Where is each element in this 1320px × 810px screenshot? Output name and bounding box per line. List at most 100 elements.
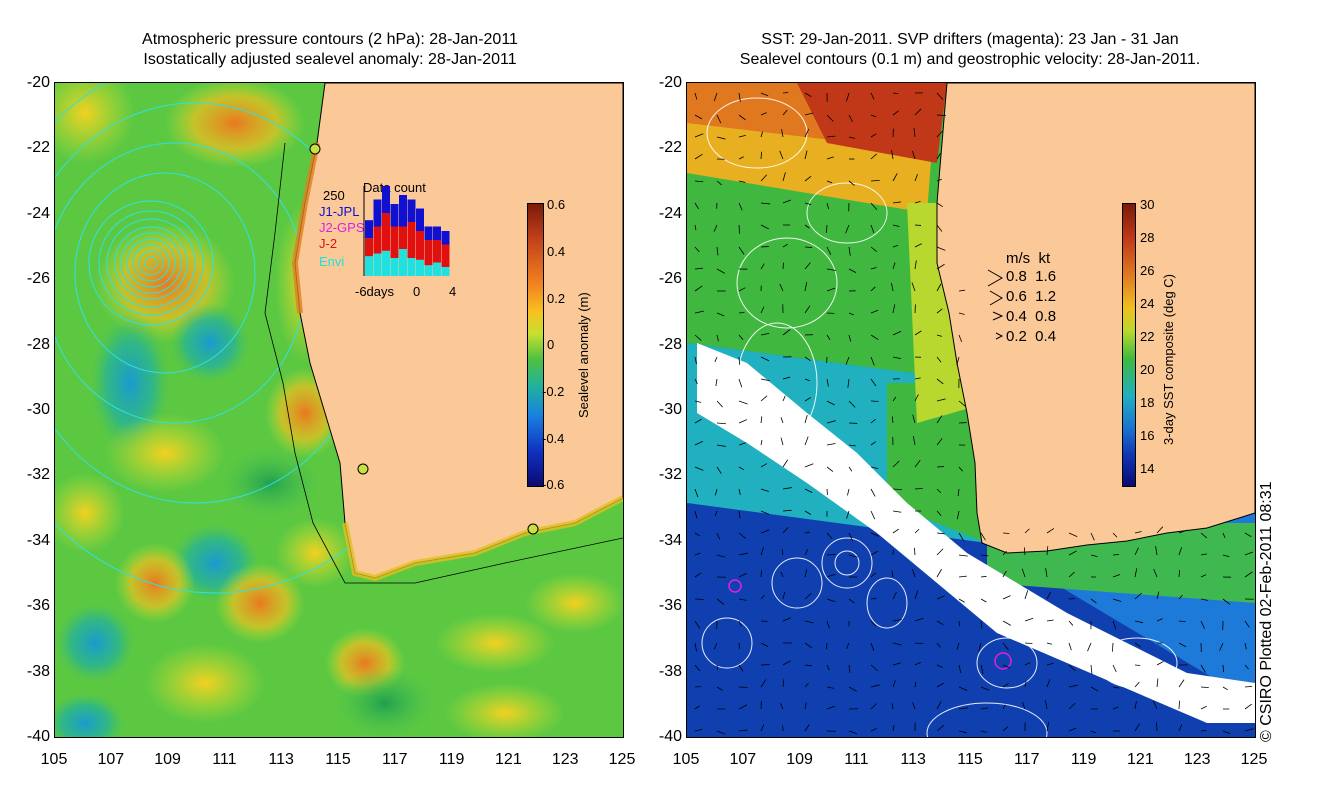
right-x-tick-8: 121 bbox=[1127, 751, 1154, 768]
data-count-bar-9-envi bbox=[441, 267, 450, 276]
data-count-bar-7-j2 bbox=[424, 240, 433, 266]
data-count-inset: Data count 250 J1-JPL J2-GPS J-2 Envi -6… bbox=[315, 180, 460, 300]
data-count-title: Data count bbox=[363, 180, 426, 195]
right-title-line1: SST: 29-Jan-2011. SVP drifters (magenta)… bbox=[761, 31, 1179, 48]
right-map-svg bbox=[687, 83, 1255, 737]
data-count-bar-1-j1 bbox=[373, 199, 382, 227]
right-y-tick-0: -20 bbox=[658, 74, 682, 91]
right-x-tick-3: 111 bbox=[844, 751, 869, 768]
data-count-bar-4-envi bbox=[399, 249, 407, 276]
left-y-tick-6: -32 bbox=[26, 466, 50, 484]
cloud-mask bbox=[697, 343, 1255, 723]
right-cb-tick-0: 30 bbox=[1140, 197, 1155, 212]
data-count-bar-7-j1 bbox=[424, 226, 433, 240]
left-x-tick-4: 113 bbox=[268, 751, 294, 768]
right-x-tick-0: 105 bbox=[672, 751, 700, 768]
right-x-tick-10: 125 bbox=[1240, 751, 1268, 768]
right-cb-tick-7: 16 bbox=[1140, 428, 1155, 443]
left-x-tick-8: 121 bbox=[495, 751, 522, 768]
left-x-tick-3: 111 bbox=[212, 751, 237, 768]
data-count-bar-6-j2 bbox=[416, 231, 424, 260]
tide-gauges bbox=[309, 143, 539, 535]
data-count-bar-9-j2 bbox=[441, 244, 450, 267]
left-y-tick-0: -20 bbox=[26, 74, 50, 91]
right-land bbox=[936, 83, 1255, 554]
data-count-bar-8-j1 bbox=[433, 226, 441, 240]
data-count-bar-2-envi bbox=[382, 250, 390, 276]
left-y-tick-9: -38 bbox=[26, 662, 50, 680]
left-colorbar bbox=[527, 203, 544, 487]
data-count-bar-6-envi bbox=[416, 259, 424, 276]
right-y-tick-5: -30 bbox=[658, 401, 682, 418]
data-count-bar-0-envi bbox=[365, 256, 373, 276]
left-y-tick-5: -30 bbox=[26, 401, 50, 418]
right-y-tick-8: -36 bbox=[658, 597, 682, 615]
right-colorbar bbox=[1122, 203, 1136, 487]
data-count-bar-5-j2 bbox=[407, 222, 416, 258]
right-x-tick-9: 123 bbox=[1183, 751, 1211, 768]
right-x-tick-7: 119 bbox=[1070, 751, 1097, 768]
credit-text: © CSIRO Plotted 02-Feb-2011 08:31 bbox=[1258, 481, 1275, 742]
drifter-tracks bbox=[728, 579, 1012, 670]
data-count-max: 250 bbox=[323, 188, 345, 203]
data-count-bar-3-j2 bbox=[390, 226, 399, 258]
data-count-bar-5-envi bbox=[407, 258, 416, 276]
legend-envi: Envi bbox=[319, 254, 345, 269]
right-cb-tick-2: 26 bbox=[1140, 263, 1155, 278]
data-count-x-label-1: 0 bbox=[413, 284, 421, 299]
right-y-tick-7: -34 bbox=[658, 531, 682, 549]
left-cb-tick-1: 0.4 bbox=[547, 244, 566, 259]
velocity-legend-arrows bbox=[987, 269, 1004, 340]
left-x-tick-7: 119 bbox=[438, 751, 465, 768]
left-cb-tick-2: 0.2 bbox=[547, 291, 566, 306]
data-count-bar-4-j2 bbox=[399, 226, 407, 249]
right-y-tick-6: -32 bbox=[658, 466, 682, 484]
left-title-line2: Isostatically adjusted sealevel anomaly:… bbox=[143, 51, 517, 68]
data-count-bar-5-j1 bbox=[407, 199, 416, 222]
right-y-tick-3: -26 bbox=[658, 270, 682, 288]
right-map bbox=[686, 82, 1256, 738]
left-land bbox=[294, 83, 623, 579]
data-count-bar-9-j1 bbox=[441, 231, 450, 245]
right-cb-label: 3-day SST composite (deg C) bbox=[1161, 274, 1176, 445]
left-y-tick-1: -22 bbox=[26, 139, 50, 157]
left-title-line1: Atmospheric pressure contours (2 hPa): 2… bbox=[142, 31, 518, 48]
data-count-bar-0-j1 bbox=[365, 220, 373, 239]
left-y-tick-8: -36 bbox=[26, 597, 50, 615]
left-cb-tick-0: 0.6 bbox=[547, 197, 566, 212]
left-x-tick-5: 115 bbox=[325, 751, 351, 768]
left-y-tick-3: -26 bbox=[26, 270, 50, 288]
left-cb-tick-6: -0.6 bbox=[542, 477, 565, 492]
left-cb-label: Sealevel anomaly (m) bbox=[576, 292, 591, 418]
left-y-tick-2: -24 bbox=[26, 204, 50, 222]
right-y-tick-2: -24 bbox=[658, 204, 682, 222]
data-count-bar-8-envi bbox=[433, 262, 441, 276]
data-count-bar-2-j1 bbox=[382, 186, 390, 213]
right-cb-tick-6: 18 bbox=[1140, 395, 1155, 410]
right-y-tick-1: -22 bbox=[658, 139, 682, 157]
data-count-bar-3-envi bbox=[390, 258, 399, 276]
right-title-line2: Sealevel contours (0.1 m) and geostrophi… bbox=[739, 51, 1201, 68]
velocity-legend-header: m/s kt bbox=[1006, 250, 1051, 267]
right-x-tick-1: 107 bbox=[729, 751, 757, 768]
left-x-tick-2: 109 bbox=[154, 751, 181, 768]
data-count-x-label-0: -6days bbox=[355, 284, 395, 299]
right-x-tick-2: 109 bbox=[786, 751, 813, 768]
right-cb-tick-4: 22 bbox=[1140, 329, 1155, 344]
velocity-legend-row-3: 0.2 0.4 bbox=[1006, 328, 1057, 345]
left-y-tick-7: -34 bbox=[26, 531, 50, 549]
left-y-tick-4: -28 bbox=[26, 335, 50, 353]
data-count-bar-4-j1 bbox=[399, 195, 407, 227]
data-count-x-label-2: 4 bbox=[449, 284, 457, 299]
right-cb-tick-3: 24 bbox=[1140, 296, 1155, 311]
right-cb-tick-5: 20 bbox=[1140, 362, 1155, 377]
data-count-bar-8-j2 bbox=[433, 240, 441, 263]
velocity-legend-row-2: 0.4 0.8 bbox=[1006, 308, 1057, 325]
data-count-bar-0-j2 bbox=[365, 238, 373, 257]
sealevel-contours bbox=[701, 97, 1178, 737]
geostrophic-velocity-arrows bbox=[694, 92, 1254, 735]
data-count-bar-1-j2 bbox=[373, 226, 382, 254]
data-count-bar-1-envi bbox=[373, 253, 382, 276]
left-cb-tick-5: -0.4 bbox=[542, 431, 565, 446]
legend-j2-gps: J2-GPS bbox=[319, 220, 365, 235]
